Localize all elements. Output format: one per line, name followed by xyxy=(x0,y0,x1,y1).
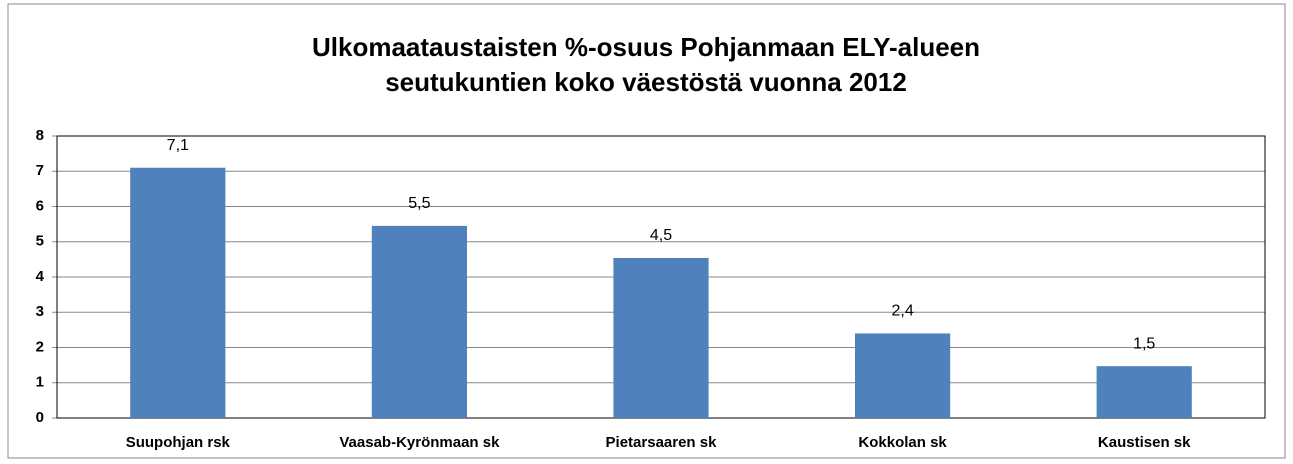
x-tick-label: Suupohjan rsk xyxy=(126,434,231,451)
data-label: 7,1 xyxy=(167,137,189,154)
data-label: 2,4 xyxy=(891,303,913,320)
y-tick-label: 4 xyxy=(36,268,45,285)
bar xyxy=(1096,366,1192,418)
y-tick-label: 2 xyxy=(36,338,44,355)
chart-title: seutukuntien koko väestöstä vuonna 2012 xyxy=(385,67,907,97)
x-tick-label: Pietarsaaren sk xyxy=(606,434,718,451)
y-tick-label: 5 xyxy=(36,233,44,250)
chart-title: Ulkomaataustaisten %-osuus Pohjanmaan EL… xyxy=(312,32,980,62)
bar xyxy=(855,333,951,418)
bar xyxy=(371,225,467,418)
data-label: 5,5 xyxy=(408,195,430,212)
data-label: 4,5 xyxy=(650,227,672,244)
data-label: 1,5 xyxy=(1133,335,1155,352)
bar xyxy=(613,257,709,418)
x-tick-label: Kokkolan sk xyxy=(858,434,947,451)
y-tick-label: 1 xyxy=(36,374,44,391)
y-tick-label: 7 xyxy=(36,162,44,179)
y-tick-label: 6 xyxy=(36,197,44,214)
y-tick-label: 3 xyxy=(36,303,44,320)
x-tick-label: Vaasab-Kyrönmaan sk xyxy=(339,434,500,451)
x-tick-label: Kaustisen sk xyxy=(1098,434,1191,451)
y-tick-label: 0 xyxy=(36,409,44,426)
bar xyxy=(130,167,226,418)
y-tick-label: 8 xyxy=(36,127,44,144)
